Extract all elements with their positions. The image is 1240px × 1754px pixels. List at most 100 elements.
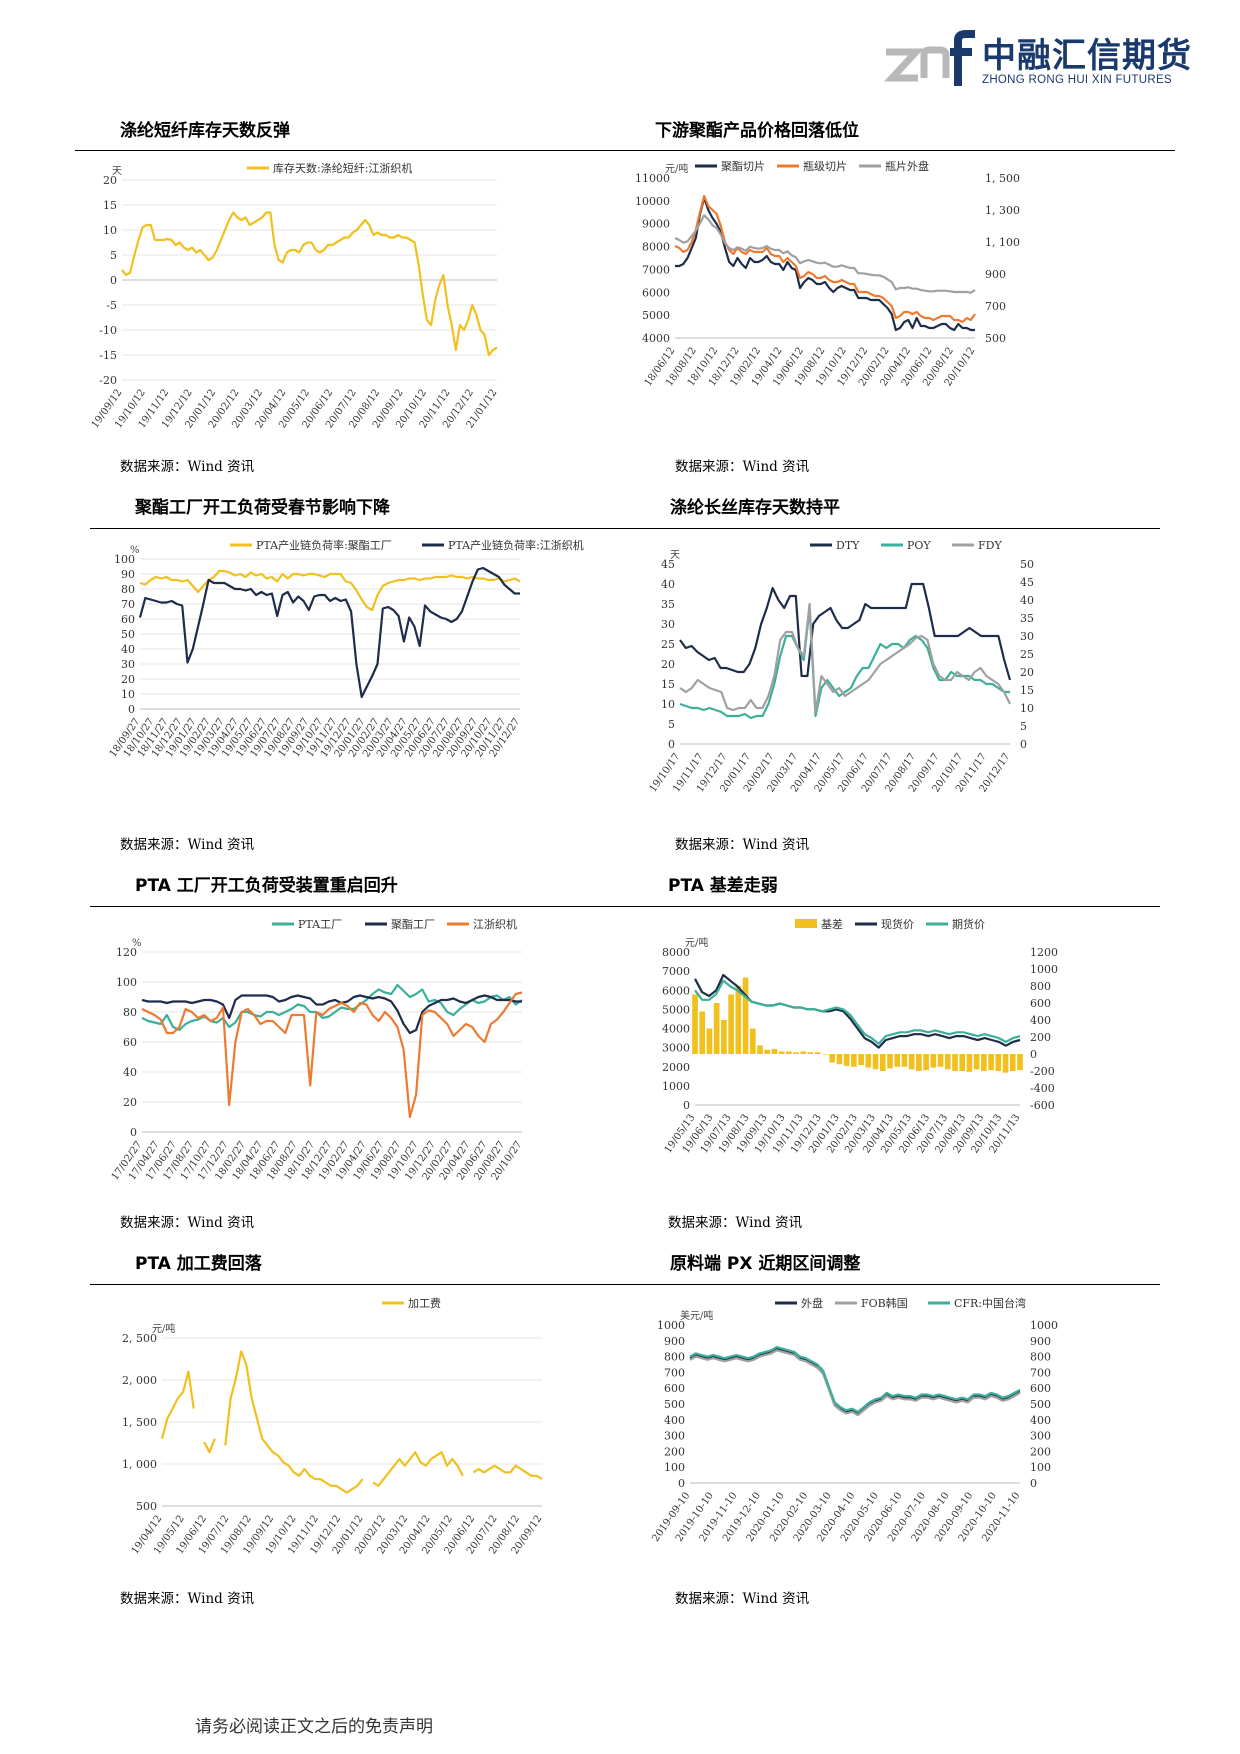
y2-tick-label: 400 — [1030, 1414, 1051, 1427]
panel-title: 聚酯工厂开工负荷受春节影响下降 — [135, 498, 390, 518]
bar — [988, 1054, 994, 1071]
y-tick-label: 7000 — [642, 263, 670, 276]
legend-label: 江浙织机 — [473, 917, 517, 931]
legend-label: FDY — [978, 539, 1002, 552]
y-tick-label: 2, 500 — [122, 1332, 157, 1345]
y2-tick-label: 40 — [1020, 594, 1034, 607]
bar — [742, 977, 749, 1054]
bar — [749, 1028, 756, 1054]
y-tick-label: 25 — [661, 638, 675, 651]
y2-tick-label: 600 — [1030, 1382, 1051, 1395]
y-tick-label: 100 — [114, 553, 135, 566]
y2-tick-label: -600 — [1030, 1099, 1055, 1112]
y-tick-label: 45 — [661, 558, 675, 571]
bar — [836, 1054, 843, 1065]
y-tick-label: 20 — [661, 658, 675, 671]
series-line — [689, 1346, 1021, 1413]
y-tick-label: 20 — [121, 673, 135, 686]
y-tick-label: 700 — [664, 1366, 685, 1379]
source-note: 数据来源：Wind 资讯 — [120, 459, 255, 475]
y2-tick-label: 700 — [985, 300, 1006, 313]
bar — [865, 1054, 872, 1068]
company-logo: 中融汇信期货 ZHONG RONG HUI XIN FUTURES — [880, 28, 1191, 98]
y2-tick-label: 20 — [1020, 666, 1034, 679]
panel-title: PTA 加工费回落 — [135, 1254, 262, 1274]
panel-title: 下游聚酯产品价格回落低位 — [655, 121, 859, 141]
y-tick-label: 10 — [103, 224, 117, 237]
bar — [692, 994, 698, 1054]
bar — [822, 1054, 828, 1055]
y2-tick-label: 5 — [1020, 720, 1027, 733]
y-tick-label: 0 — [683, 1099, 690, 1112]
y-tick-label: 0 — [668, 738, 675, 751]
y-tick-label: 4000 — [642, 332, 670, 345]
y-axis-unit: 美元/吨 — [680, 1309, 713, 1322]
y-tick-label: -15 — [99, 349, 117, 362]
bar — [843, 1054, 850, 1066]
bar — [995, 1054, 1002, 1071]
disclaimer-footer: 请务必阅读正文之后的免责声明 — [195, 1717, 433, 1737]
y2-tick-label: 700 — [1030, 1366, 1051, 1379]
bar — [901, 1054, 908, 1067]
y-tick-label: 500 — [664, 1398, 685, 1411]
y-tick-label: 800 — [664, 1351, 685, 1364]
bar — [778, 1051, 785, 1054]
source-note: 数据来源：Wind 资讯 — [120, 1215, 255, 1231]
y-tick-label: 0 — [130, 1126, 137, 1139]
y-tick-label: 60 — [121, 613, 135, 626]
bar — [706, 1028, 713, 1054]
source-note: 数据来源：Wind 资讯 — [675, 1591, 810, 1607]
y-tick-label: 80 — [121, 583, 135, 596]
y2-tick-label: 300 — [1030, 1430, 1051, 1443]
y-tick-label: 10 — [121, 688, 135, 701]
bar — [800, 1051, 807, 1054]
chart-filament-inventory: 天454035302520151050504540353025201510501… — [648, 539, 1034, 795]
y2-tick-label: 600 — [1030, 997, 1051, 1010]
series-line — [674, 194, 976, 324]
panel-title: PTA 工厂开工负荷受装置重启回升 — [135, 876, 398, 896]
y-tick-label: 70 — [121, 598, 135, 611]
y-tick-label: 120 — [116, 946, 137, 959]
bar — [786, 1051, 792, 1054]
source-note: 数据来源：Wind 资讯 — [675, 459, 810, 475]
chart-pta-basis: 元/吨8000700060005000400030002000100001200… — [662, 917, 1058, 1156]
y-tick-label: 30 — [121, 658, 135, 671]
y2-tick-label: 1000 — [1030, 1319, 1058, 1332]
chart-px-prices: 美元/吨100090080070060050040030020010001000… — [650, 1296, 1058, 1544]
y2-tick-label: 50 — [1020, 558, 1034, 571]
divider — [90, 1284, 1160, 1285]
y-tick-label: 60 — [123, 1036, 137, 1049]
legend-swatch — [795, 919, 817, 928]
y-tick-label: 5000 — [662, 1003, 690, 1016]
divider — [90, 528, 1160, 529]
y-tick-label: 1000 — [662, 1080, 690, 1093]
bar — [764, 1049, 771, 1054]
series-line — [160, 1350, 543, 1494]
y-tick-label: 5 — [668, 718, 675, 731]
bar — [851, 1054, 857, 1067]
y2-tick-label: 800 — [1030, 1351, 1051, 1364]
y-tick-label: 40 — [121, 643, 135, 656]
bar — [1002, 1054, 1009, 1073]
bar — [1017, 1054, 1023, 1071]
y-tick-label: 2000 — [662, 1061, 690, 1074]
series-line — [675, 196, 975, 332]
chart-polyester-plant-load: %100908070605040302010018/09/2718/10/271… — [108, 538, 584, 760]
panel-title: PTA 基差走弱 — [668, 876, 778, 896]
y-tick-label: 5 — [110, 249, 117, 262]
y-axis-unit: 天 — [112, 166, 122, 177]
bar — [916, 1054, 922, 1071]
legend-label: PTA工厂 — [298, 918, 342, 931]
y2-tick-label: 0 — [1020, 738, 1027, 751]
y-tick-label: 600 — [664, 1382, 685, 1395]
y2-tick-label: 900 — [985, 268, 1006, 281]
y-tick-label: 300 — [664, 1430, 685, 1443]
legend-label: PTA产业链负荷率:江浙织机 — [448, 538, 584, 552]
y-tick-label: 15 — [661, 678, 675, 691]
bar — [757, 1045, 763, 1054]
legend-label: 现货价 — [881, 917, 914, 931]
y-tick-label: 400 — [664, 1414, 685, 1427]
legend-label: CFR:中国台湾 — [954, 1296, 1026, 1310]
divider — [75, 150, 1175, 151]
